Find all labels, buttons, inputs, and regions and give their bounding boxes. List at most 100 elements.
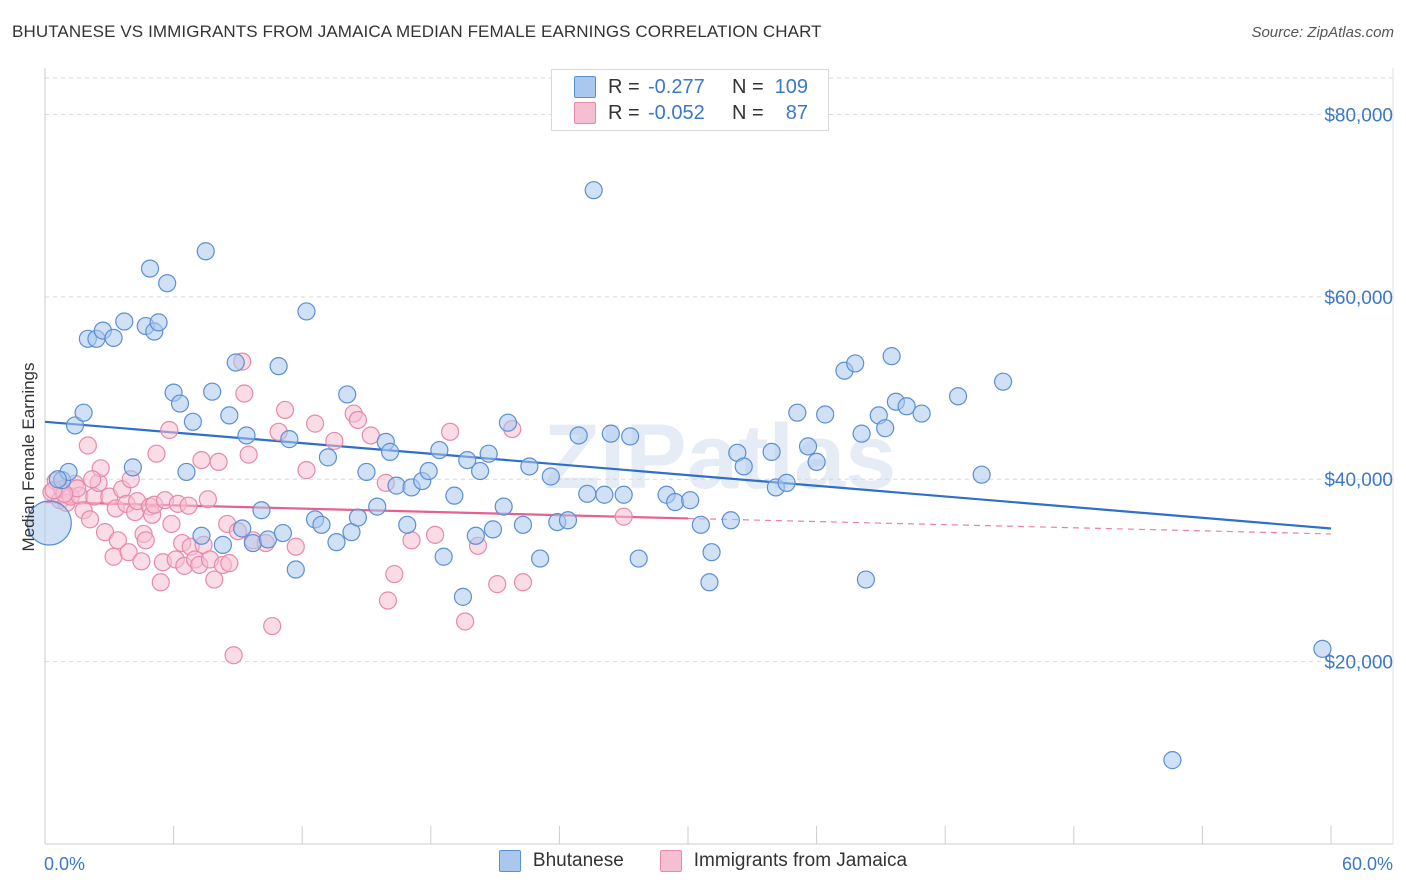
bhutanese-point: [852, 424, 871, 443]
bhutanese-point: [269, 357, 288, 376]
bhutanese-point: [876, 419, 895, 438]
jamaica-point: [78, 436, 97, 455]
bhutanese-point: [26, 500, 72, 546]
y-axis-label: Median Female Earnings: [19, 363, 38, 552]
bhutanese-point: [578, 484, 597, 503]
bhutanese-point: [498, 413, 518, 432]
r-label: R =: [608, 75, 640, 98]
bhutanese-point: [494, 497, 513, 516]
bhutanese-points: [26, 181, 1332, 770]
bhutanese-point: [681, 491, 700, 510]
jamaica-point: [239, 445, 258, 464]
blue-swatch: [574, 76, 596, 98]
bhutanese-point: [318, 448, 338, 467]
jamaica-point: [136, 531, 155, 550]
bhutanese-point: [912, 404, 931, 423]
r-value: -0.277: [648, 75, 705, 98]
bhutanese-point: [453, 587, 473, 606]
bhutanese-point: [734, 457, 753, 476]
jamaica-point: [224, 646, 243, 665]
jamaica-point: [151, 573, 170, 592]
jamaica-point: [108, 531, 127, 550]
tick-labels: $20,000 $40,000 $60,000 $80,000 0.0% 60.0%: [44, 105, 1393, 874]
jamaica-point: [425, 525, 445, 544]
jamaica-point: [402, 531, 421, 550]
bhutanese-point: [327, 533, 346, 552]
legend-row-jamaica: R = -0.052 N = 87: [574, 100, 808, 126]
jamaica-point: [179, 496, 198, 515]
bhutanese-point: [297, 302, 316, 321]
n-value: 109: [774, 75, 808, 98]
bhutanese-point: [380, 442, 400, 461]
jamaica-point: [132, 552, 151, 571]
bhutanese-point: [398, 515, 417, 534]
x-tick-label: 60.0%: [1342, 854, 1393, 874]
bhutanese-point: [280, 430, 299, 449]
pink-swatch: [659, 850, 682, 872]
r-label: R =: [608, 101, 640, 124]
bhutanese-point: [368, 497, 387, 516]
jamaica-points: [42, 352, 633, 665]
jamaica-point: [95, 523, 115, 542]
bhutanese-point: [666, 492, 685, 512]
bhutanese-point: [541, 467, 560, 486]
bhutanese-point: [558, 511, 578, 530]
n-label: N =: [732, 75, 764, 98]
bhutanese-point: [158, 274, 177, 293]
bhutanese-point: [614, 485, 633, 504]
jamaica-point: [83, 470, 102, 489]
bhutanese-point: [601, 424, 620, 443]
bhutanese-point: [721, 511, 740, 530]
bhutanese-point: [430, 440, 449, 460]
jamaica-point: [220, 554, 239, 573]
bhutanese-trend-line: [44, 420, 1332, 530]
legend-label: Bhutanese: [532, 850, 624, 871]
jamaica-point: [104, 547, 123, 566]
bhutanese-point: [702, 543, 721, 562]
axes: [44, 68, 1394, 845]
bhutanese-point: [798, 437, 818, 456]
bhutanese-point: [183, 412, 202, 431]
bhutanese-point: [203, 382, 222, 401]
bhutanese-point: [816, 405, 835, 424]
bhutanese-point: [629, 549, 648, 568]
x-tick-label: 0.0%: [44, 854, 85, 874]
bhutanese-point: [286, 560, 305, 579]
bhutanese-point: [338, 385, 357, 404]
bhutanese-point: [213, 535, 232, 554]
jamaica-point: [305, 414, 325, 433]
bhutanese-point: [777, 473, 796, 492]
bhutanese-point: [123, 458, 142, 477]
bhutanese-point: [387, 476, 406, 495]
jamaica-point: [192, 450, 211, 470]
bhutanese-point: [196, 242, 215, 261]
jamaica-point: [275, 400, 295, 420]
jamaica-point: [205, 570, 224, 589]
bhutanese-point: [856, 570, 875, 589]
jamaica-point: [385, 564, 404, 584]
bhutanese-point: [243, 533, 263, 553]
bhutanese-point: [948, 387, 968, 406]
bhutanese-point: [357, 462, 376, 482]
legend-row-bhutanese: R = -0.277 N = 109: [574, 74, 808, 100]
bhutanese-point: [192, 526, 211, 545]
jamaica-point: [286, 537, 305, 556]
jamaica-point: [209, 452, 228, 472]
bhutanese-point: [584, 181, 603, 200]
jamaica-point: [160, 420, 179, 440]
n-label: N =: [732, 101, 764, 124]
bhutanese-point: [470, 461, 490, 481]
bhutanese-point: [258, 530, 278, 549]
bhutanese-point: [520, 457, 539, 476]
bhutanese-point: [104, 328, 123, 347]
bhutanese-point: [993, 372, 1013, 391]
bhutanese-point: [226, 353, 245, 372]
bhutanese-point: [458, 450, 477, 470]
bhutanese-point: [513, 515, 533, 534]
bhutanese-point: [897, 397, 916, 416]
bhutanese-point: [48, 470, 67, 489]
bhutanese-point: [419, 461, 438, 481]
bhutanese-point: [569, 426, 588, 445]
bhutanese-point: [595, 485, 614, 504]
jamaica-point: [348, 410, 368, 430]
